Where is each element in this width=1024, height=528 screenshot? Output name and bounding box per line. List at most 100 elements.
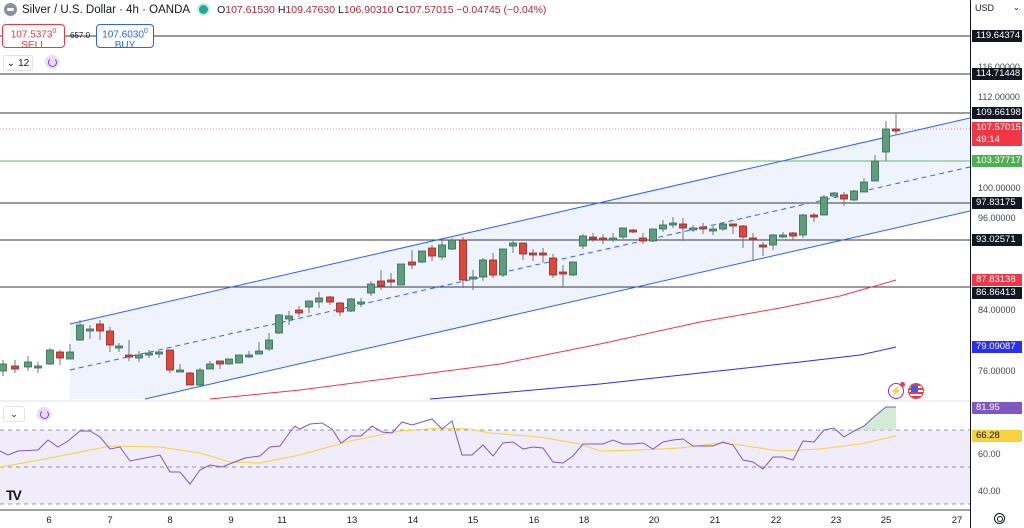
candle-body <box>125 354 133 358</box>
candle-body <box>882 128 890 153</box>
candle-body <box>245 354 253 358</box>
candle-body <box>892 128 900 132</box>
candle-body <box>96 323 104 332</box>
candle-body <box>559 271 567 275</box>
price-tick: 84.00000 <box>978 305 1016 315</box>
candle-body <box>285 315 293 320</box>
candle-body <box>326 296 334 303</box>
time-tick: 15 <box>467 515 479 526</box>
price-level-label: 103.37717 <box>972 155 1022 167</box>
candle-body <box>759 244 767 248</box>
time-tick: 6 <box>46 515 52 526</box>
time-tick: 27 <box>951 515 963 526</box>
us-flag-event-icon[interactable] <box>908 383 924 399</box>
candle-body <box>56 351 64 359</box>
rsi-collapse-button[interactable]: ⌄ <box>3 406 25 422</box>
candle-body <box>499 248 507 276</box>
chevron-down-icon[interactable]: ⌄ <box>1013 3 1020 12</box>
candle-body <box>387 279 395 283</box>
time-tick: 18 <box>578 515 590 526</box>
sell-button[interactable]: 107.53730 SELL <box>2 24 65 52</box>
candle-body <box>579 235 587 247</box>
candle-body <box>549 257 557 276</box>
price-change: −0.04745 (−0.04%) <box>456 3 547 16</box>
indicators-toggle-button[interactable]: ⌄ 12 <box>3 55 33 71</box>
candle-body <box>459 239 467 281</box>
candle-body <box>779 234 787 238</box>
indicator-count: 12 <box>18 57 30 69</box>
time-tick: 23 <box>830 515 842 526</box>
candle-body <box>719 223 727 230</box>
candle-body <box>155 351 163 355</box>
rsi-ma-line <box>0 427 897 468</box>
currency-selector[interactable]: USD <box>975 3 995 13</box>
candle-body <box>539 252 547 256</box>
candle-body <box>659 224 667 230</box>
time-tick: 16 <box>528 515 540 526</box>
buy-label: BUY <box>114 40 136 52</box>
candle-body <box>689 227 697 231</box>
candle-body <box>860 181 868 193</box>
candle-body <box>24 361 32 368</box>
candle-body <box>275 314 283 334</box>
candle-body <box>0 363 7 372</box>
candle-body <box>519 242 527 255</box>
candle-body <box>669 222 677 226</box>
tradingview-logo-icon[interactable]: TV <box>6 487 22 503</box>
candle-body <box>428 247 436 257</box>
price-chart-canvas[interactable] <box>0 0 970 528</box>
time-tick: 7 <box>107 515 113 526</box>
candle-body <box>448 239 456 250</box>
time-tick: 22 <box>770 515 782 526</box>
price-tick: 116.00000 <box>978 62 1020 72</box>
channel-fill <box>70 118 970 399</box>
candle-body <box>115 345 123 349</box>
candle-body <box>699 226 707 230</box>
time-tick: 8 <box>167 515 173 526</box>
candle-body <box>639 237 647 242</box>
spread-value: 657.0 <box>70 31 91 40</box>
buy-button[interactable]: 107.60300 BUY <box>96 24 154 52</box>
candle-body <box>206 363 214 370</box>
candle-body <box>255 350 263 355</box>
current-price-label: 107.57015 49:14 <box>972 122 1022 146</box>
candle-body <box>418 250 426 263</box>
candle-body <box>679 223 687 229</box>
time-tick: 25 <box>880 515 892 526</box>
candle-body <box>106 330 114 346</box>
channel-upper-line <box>69 117 970 325</box>
chevron-down-icon: ⌄ <box>6 57 16 69</box>
candle-body <box>336 302 344 313</box>
candle-body <box>609 237 617 241</box>
candle-body <box>176 369 184 373</box>
bar-countdown: 49:14 <box>976 134 1000 145</box>
refresh-icon[interactable] <box>45 55 59 69</box>
settings-gear-icon[interactable] <box>994 513 1005 524</box>
candle-body <box>799 214 807 236</box>
time-tick: 14 <box>407 515 419 526</box>
rsi-refresh-icon[interactable] <box>37 407 51 421</box>
candle-body <box>145 352 153 356</box>
candle-body <box>629 229 637 233</box>
sell-price: 107.5373 <box>10 29 53 41</box>
moving-average-line <box>209 279 897 400</box>
symbol-title[interactable]: Silver / U.S. Dollar · 4h · OANDA <box>22 3 191 16</box>
channel-mid-line <box>69 166 970 371</box>
rsi-value-label: 81.95 <box>972 402 1022 414</box>
candle-body <box>265 339 273 350</box>
candle-body <box>186 372 194 386</box>
candle-body <box>216 360 224 365</box>
lightning-event-icon[interactable]: ⚡ <box>888 382 905 399</box>
candle-body <box>367 283 375 294</box>
candle-body <box>295 309 303 314</box>
candle-body <box>166 349 174 371</box>
candle-body <box>315 297 323 303</box>
time-tick: 13 <box>346 515 358 526</box>
market-open-icon <box>199 5 209 14</box>
price-tick: 96.00000 <box>978 213 1016 223</box>
price-level-label: 87.83138 <box>972 274 1022 286</box>
candle-body <box>489 259 497 276</box>
sell-label: SELL <box>21 40 46 52</box>
ohlc-values: O107.61530 H109.47630 L106.90310 C107.57… <box>217 3 547 16</box>
